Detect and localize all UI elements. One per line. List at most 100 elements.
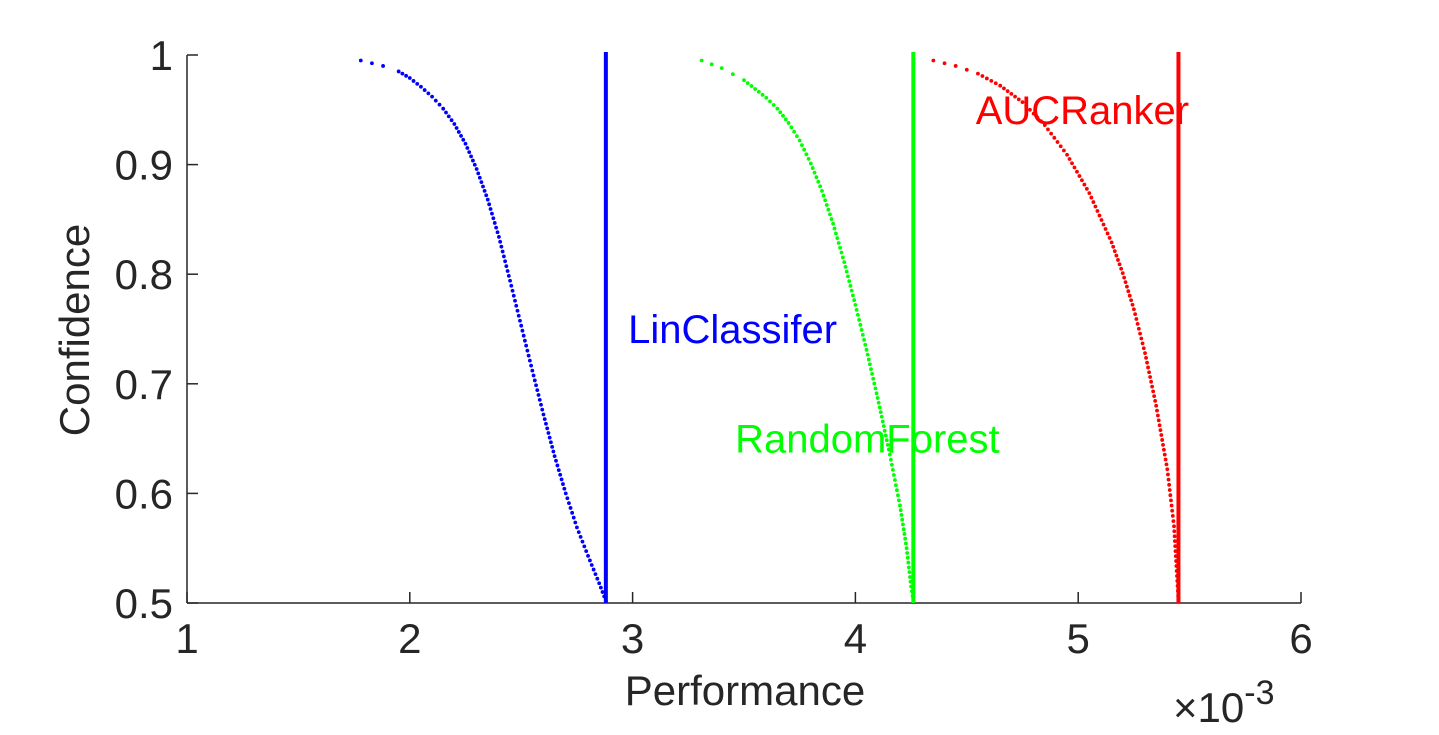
- data-point: [534, 383, 538, 388]
- data-point: [1052, 135, 1057, 140]
- data-point: [536, 393, 541, 397]
- data-point: [1095, 209, 1100, 213]
- data-point: [396, 69, 401, 74]
- data-point: [531, 373, 536, 378]
- data-point: [880, 419, 885, 424]
- data-point: [1080, 178, 1084, 183]
- data-point: [492, 221, 497, 225]
- data-point: [547, 435, 552, 440]
- data-point: [1075, 169, 1079, 174]
- data-point: [1133, 312, 1138, 317]
- data-point: [1161, 447, 1166, 452]
- data-point: [814, 175, 819, 180]
- data-point: [824, 203, 829, 207]
- data-point: [474, 167, 479, 171]
- series-label: RandomForest: [735, 418, 1000, 462]
- data-point: [1138, 331, 1142, 336]
- data-point: [490, 211, 494, 216]
- data-point: [829, 217, 834, 221]
- data-point: [834, 231, 838, 236]
- y-tick-label: 0.7: [115, 361, 173, 408]
- data-point: [812, 170, 817, 175]
- data-point: [575, 525, 579, 530]
- data-point: [1120, 271, 1125, 276]
- x-tick-label: 1: [175, 615, 198, 662]
- data-point: [591, 567, 596, 572]
- data-point: [469, 154, 473, 159]
- data-point: [891, 473, 896, 477]
- data-point: [1103, 227, 1108, 231]
- data-point: [900, 517, 905, 522]
- data-point: [742, 78, 746, 83]
- x-tick-label: 6: [1289, 615, 1312, 662]
- data-point: [593, 572, 598, 577]
- data-point: [1016, 97, 1021, 102]
- x-tick-label: 3: [621, 615, 644, 662]
- data-point: [552, 454, 557, 459]
- axes: 1 2 3 4 5 6 0.5 0.6 0.7 0.8 0.9 1: [115, 32, 1313, 662]
- data-point: [561, 482, 565, 486]
- data-point: [836, 241, 841, 245]
- data-point: [1035, 115, 1040, 120]
- data-point: [1046, 127, 1050, 132]
- data-point: [775, 106, 780, 111]
- data-point: [544, 421, 548, 426]
- data-point: [1165, 467, 1170, 472]
- data-point: [876, 400, 881, 405]
- data-point: [753, 87, 758, 91]
- data-point: [875, 396, 880, 400]
- data-point: [535, 388, 540, 393]
- data-point: [881, 424, 886, 429]
- data-point: [1136, 326, 1141, 331]
- data-point: [820, 189, 824, 193]
- data-point: [857, 317, 862, 322]
- data-point: [764, 95, 769, 100]
- data-point: [370, 61, 374, 66]
- data-point: [1139, 336, 1144, 341]
- series-aucranker: AUCRanker: [931, 52, 1189, 603]
- data-point: [866, 357, 871, 362]
- data-point: [821, 193, 826, 198]
- data-point: [1061, 148, 1066, 153]
- data-point: [1122, 275, 1127, 280]
- data-point: [1143, 351, 1147, 356]
- data-point: [1157, 423, 1162, 428]
- data-point: [883, 433, 888, 438]
- data-point: [456, 130, 461, 134]
- data-point: [1099, 218, 1104, 222]
- data-point: [1077, 174, 1082, 178]
- data-point: [1067, 157, 1072, 161]
- data-point: [1170, 508, 1175, 513]
- data-point: [1089, 195, 1094, 200]
- data-point: [600, 590, 605, 594]
- data-point: [1070, 161, 1074, 166]
- data-point: [1134, 317, 1139, 321]
- data-point: [800, 143, 804, 147]
- data-point: [567, 501, 571, 506]
- data-point: [781, 113, 785, 118]
- data-point: [494, 225, 499, 230]
- data-point: [1171, 519, 1176, 523]
- data-point: [467, 150, 472, 155]
- data-point: [1028, 107, 1032, 112]
- data-point: [699, 58, 704, 63]
- data-point: [849, 288, 854, 293]
- data-point: [463, 141, 468, 146]
- data-point: [904, 541, 908, 546]
- data-point: [870, 372, 875, 376]
- data-point: [506, 274, 511, 278]
- data-point: [488, 207, 493, 211]
- data-point: [484, 193, 489, 198]
- data-point: [864, 347, 869, 352]
- data-point: [852, 298, 857, 303]
- data-point: [461, 137, 466, 142]
- data-point: [892, 478, 897, 482]
- data-point: [1141, 346, 1146, 351]
- data-point: [481, 184, 485, 189]
- data-point: [898, 503, 902, 508]
- data-point: [558, 472, 563, 477]
- data-point: [530, 368, 535, 373]
- x-axis-label: Performance: [625, 667, 865, 714]
- data-point: [879, 414, 884, 419]
- data-point: [816, 179, 821, 184]
